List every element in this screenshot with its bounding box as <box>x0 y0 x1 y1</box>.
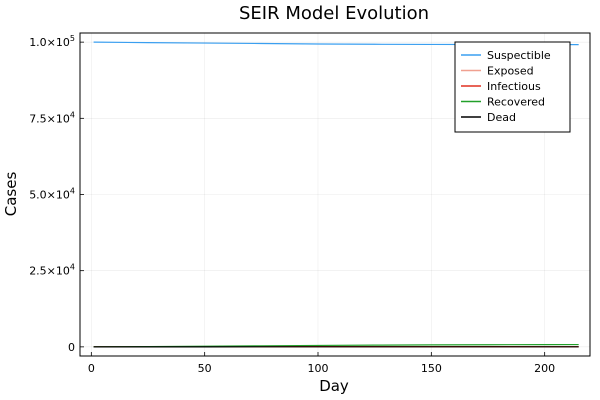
y-tick-exponent: 4 <box>70 187 75 196</box>
legend-label: Dead <box>487 111 516 124</box>
legend-label: Suspectible <box>487 49 551 62</box>
y-tick-mantissa: 2.5×10 <box>29 265 70 278</box>
legend-label: Infectious <box>487 80 541 93</box>
y-tick-label: 0 <box>68 341 75 354</box>
y-tick-label: 7.5×104 <box>29 110 75 125</box>
legend-label: Recovered <box>487 96 545 109</box>
series-lines <box>93 41 579 348</box>
chart-title: SEIR Model Evolution <box>239 3 429 24</box>
y-tick-label: 2.5×104 <box>29 263 75 278</box>
x-axis-label: Day <box>319 377 349 395</box>
x-tick-label: 100 <box>308 362 329 375</box>
y-tick-label: 5.0×104 <box>29 187 75 202</box>
x-tick-label: 200 <box>534 362 555 375</box>
y-tick-exponent: 5 <box>70 34 75 43</box>
y-tick-exponent: 4 <box>70 263 75 272</box>
legend: Suspectible Exposed Infectious Recovered Dea… <box>454 41 571 133</box>
x-tick-label: 150 <box>421 362 442 375</box>
y-tick-mantissa: 0 <box>68 341 75 354</box>
x-tick-label: 0 <box>88 362 95 375</box>
y-tick-mantissa: 5.0×10 <box>29 189 70 202</box>
y-tick-mantissa: 7.5×10 <box>29 112 70 125</box>
x-tick-label: 50 <box>198 362 212 375</box>
y-tick-label: 1.0×105 <box>29 34 75 49</box>
x-axis-ticks: 0 50 100 150 200 <box>88 352 555 375</box>
y-axis-label: Cases <box>2 172 20 217</box>
y-tick-mantissa: 1.0×10 <box>29 36 70 49</box>
y-tick-exponent: 4 <box>70 110 75 119</box>
legend-label: Exposed <box>487 65 534 78</box>
